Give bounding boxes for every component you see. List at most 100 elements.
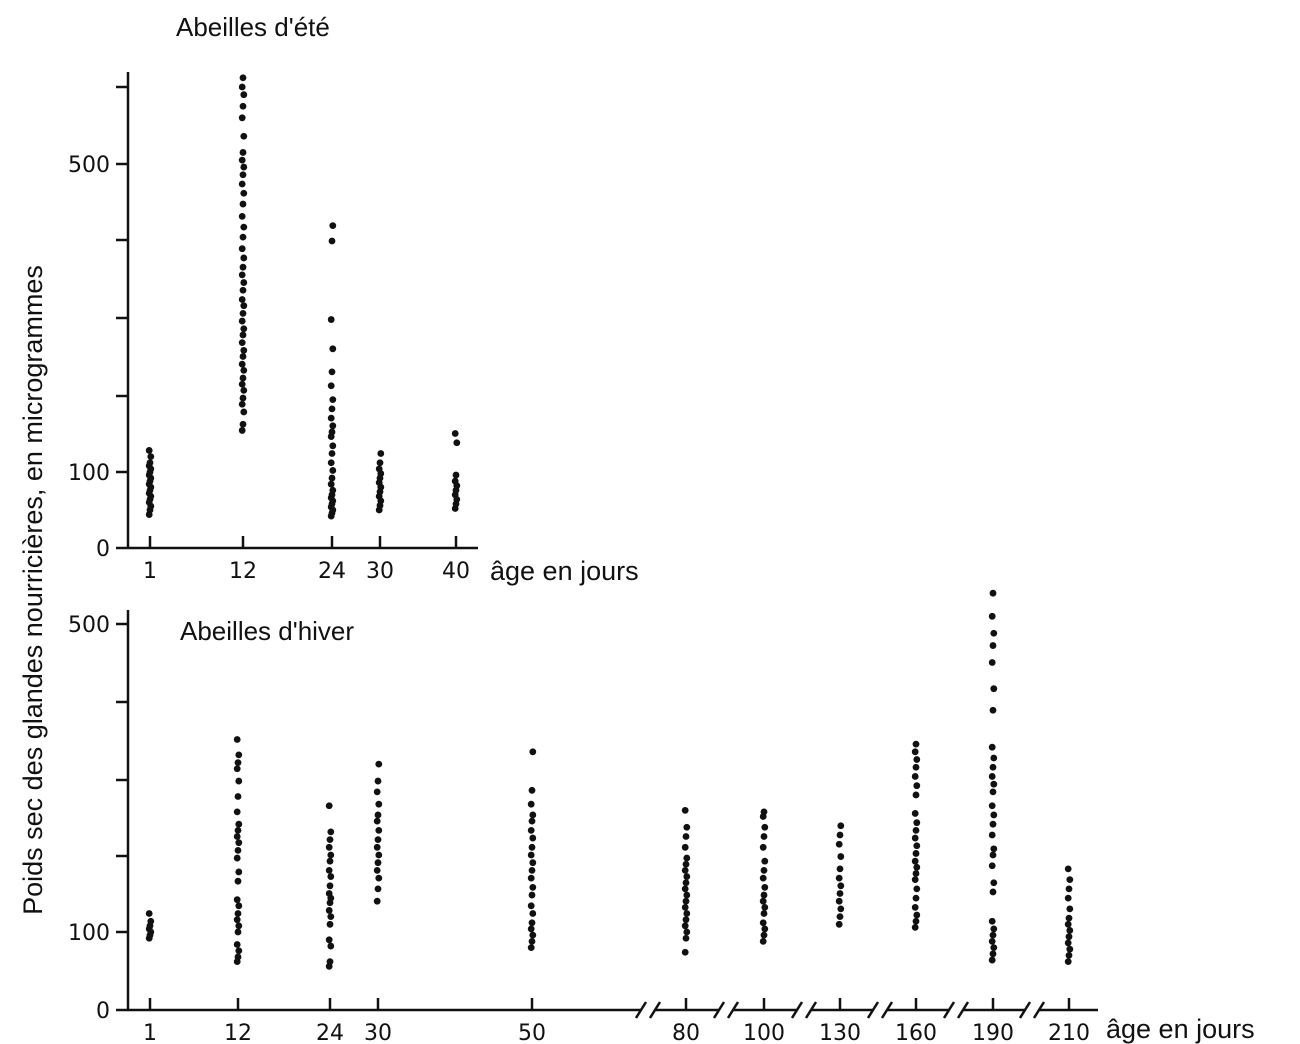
x-tick-label: 12 <box>229 559 257 584</box>
data-point <box>990 781 997 788</box>
data-point <box>375 778 382 785</box>
data-point <box>836 841 843 848</box>
data-point <box>239 296 246 303</box>
data-point <box>239 361 246 368</box>
data-point <box>989 862 996 869</box>
data-point <box>146 910 153 917</box>
data-point <box>837 832 844 839</box>
data-point <box>240 264 247 271</box>
data-point <box>1066 927 1073 934</box>
data-point <box>912 904 919 911</box>
data-point <box>913 842 920 849</box>
data-point <box>234 941 241 948</box>
data-point <box>329 345 336 352</box>
data-point <box>682 885 689 892</box>
data-point <box>235 752 242 759</box>
data-point <box>683 873 690 880</box>
data-point <box>239 339 246 346</box>
data-point <box>528 852 535 859</box>
axes-winter: 0 100 500 1 12 24 30 50 80 100 130 160 190 210 <box>68 610 1098 1044</box>
data-point <box>913 764 920 771</box>
data-point <box>239 271 246 278</box>
data-point <box>329 442 336 449</box>
data-point <box>235 869 242 876</box>
data-point <box>240 409 247 416</box>
plot-summer <box>146 74 460 519</box>
data-point <box>240 387 247 394</box>
data-point <box>837 882 844 889</box>
data-point <box>529 844 536 851</box>
data-point <box>682 922 689 929</box>
x-tick-label: 160 <box>895 1021 937 1044</box>
data-point <box>761 884 768 891</box>
data-point <box>683 929 690 936</box>
data-point <box>329 467 336 474</box>
data-point <box>235 947 242 954</box>
data-point <box>235 827 242 834</box>
data-point <box>913 741 920 748</box>
data-point <box>239 401 246 408</box>
data-point <box>240 287 247 294</box>
data-point <box>240 255 247 262</box>
panel-summer-bees: Abeilles d'été âge en jours 0 100 500 1 12 24… <box>68 12 639 586</box>
data-point <box>240 224 247 231</box>
data-point <box>240 421 247 428</box>
data-point <box>327 829 334 836</box>
data-point <box>529 938 536 945</box>
data-point <box>913 827 920 834</box>
data-point <box>375 885 382 892</box>
data-point <box>682 949 689 956</box>
data-point <box>239 181 246 188</box>
data-point <box>528 801 535 808</box>
data-point <box>528 827 535 834</box>
data-point <box>912 773 919 780</box>
data-point <box>529 910 536 917</box>
data-point <box>913 864 920 871</box>
data-point <box>329 238 336 245</box>
data-point <box>240 103 247 110</box>
data-point <box>990 845 997 852</box>
data-point <box>989 659 996 666</box>
data-point <box>240 325 247 332</box>
data-point <box>990 950 997 957</box>
data-point <box>528 875 535 882</box>
data-point <box>374 844 381 851</box>
data-point <box>837 865 844 872</box>
data-point <box>1065 958 1072 965</box>
data-point <box>234 855 241 862</box>
data-point <box>234 833 241 840</box>
data-point <box>326 867 333 874</box>
data-point <box>529 919 536 926</box>
data-point <box>328 382 335 389</box>
data-point <box>990 590 997 597</box>
data-point <box>234 765 241 772</box>
data-point <box>529 892 536 899</box>
data-point <box>374 898 381 905</box>
data-point <box>990 707 997 714</box>
x-tick-label: 80 <box>672 1021 700 1044</box>
data-point <box>761 858 768 865</box>
data-point <box>235 910 242 917</box>
x-tick-label: 30 <box>364 1021 392 1044</box>
data-point <box>836 921 843 928</box>
data-point <box>529 748 536 755</box>
data-point <box>240 171 247 178</box>
data-point <box>912 835 919 842</box>
data-point <box>990 932 997 939</box>
data-point <box>989 744 996 751</box>
data-point <box>683 879 690 886</box>
data-point <box>912 858 919 865</box>
data-point <box>989 957 996 964</box>
data-point <box>234 896 241 903</box>
data-point <box>1065 940 1072 947</box>
x-tick-label: 30 <box>366 559 394 584</box>
data-point <box>1066 876 1073 883</box>
data-point <box>146 447 153 454</box>
data-point <box>913 819 920 826</box>
data-point <box>760 898 767 905</box>
x-tick-label: 100 <box>743 1021 785 1044</box>
data-point <box>683 855 690 862</box>
data-point <box>761 926 768 933</box>
data-point <box>329 450 336 457</box>
